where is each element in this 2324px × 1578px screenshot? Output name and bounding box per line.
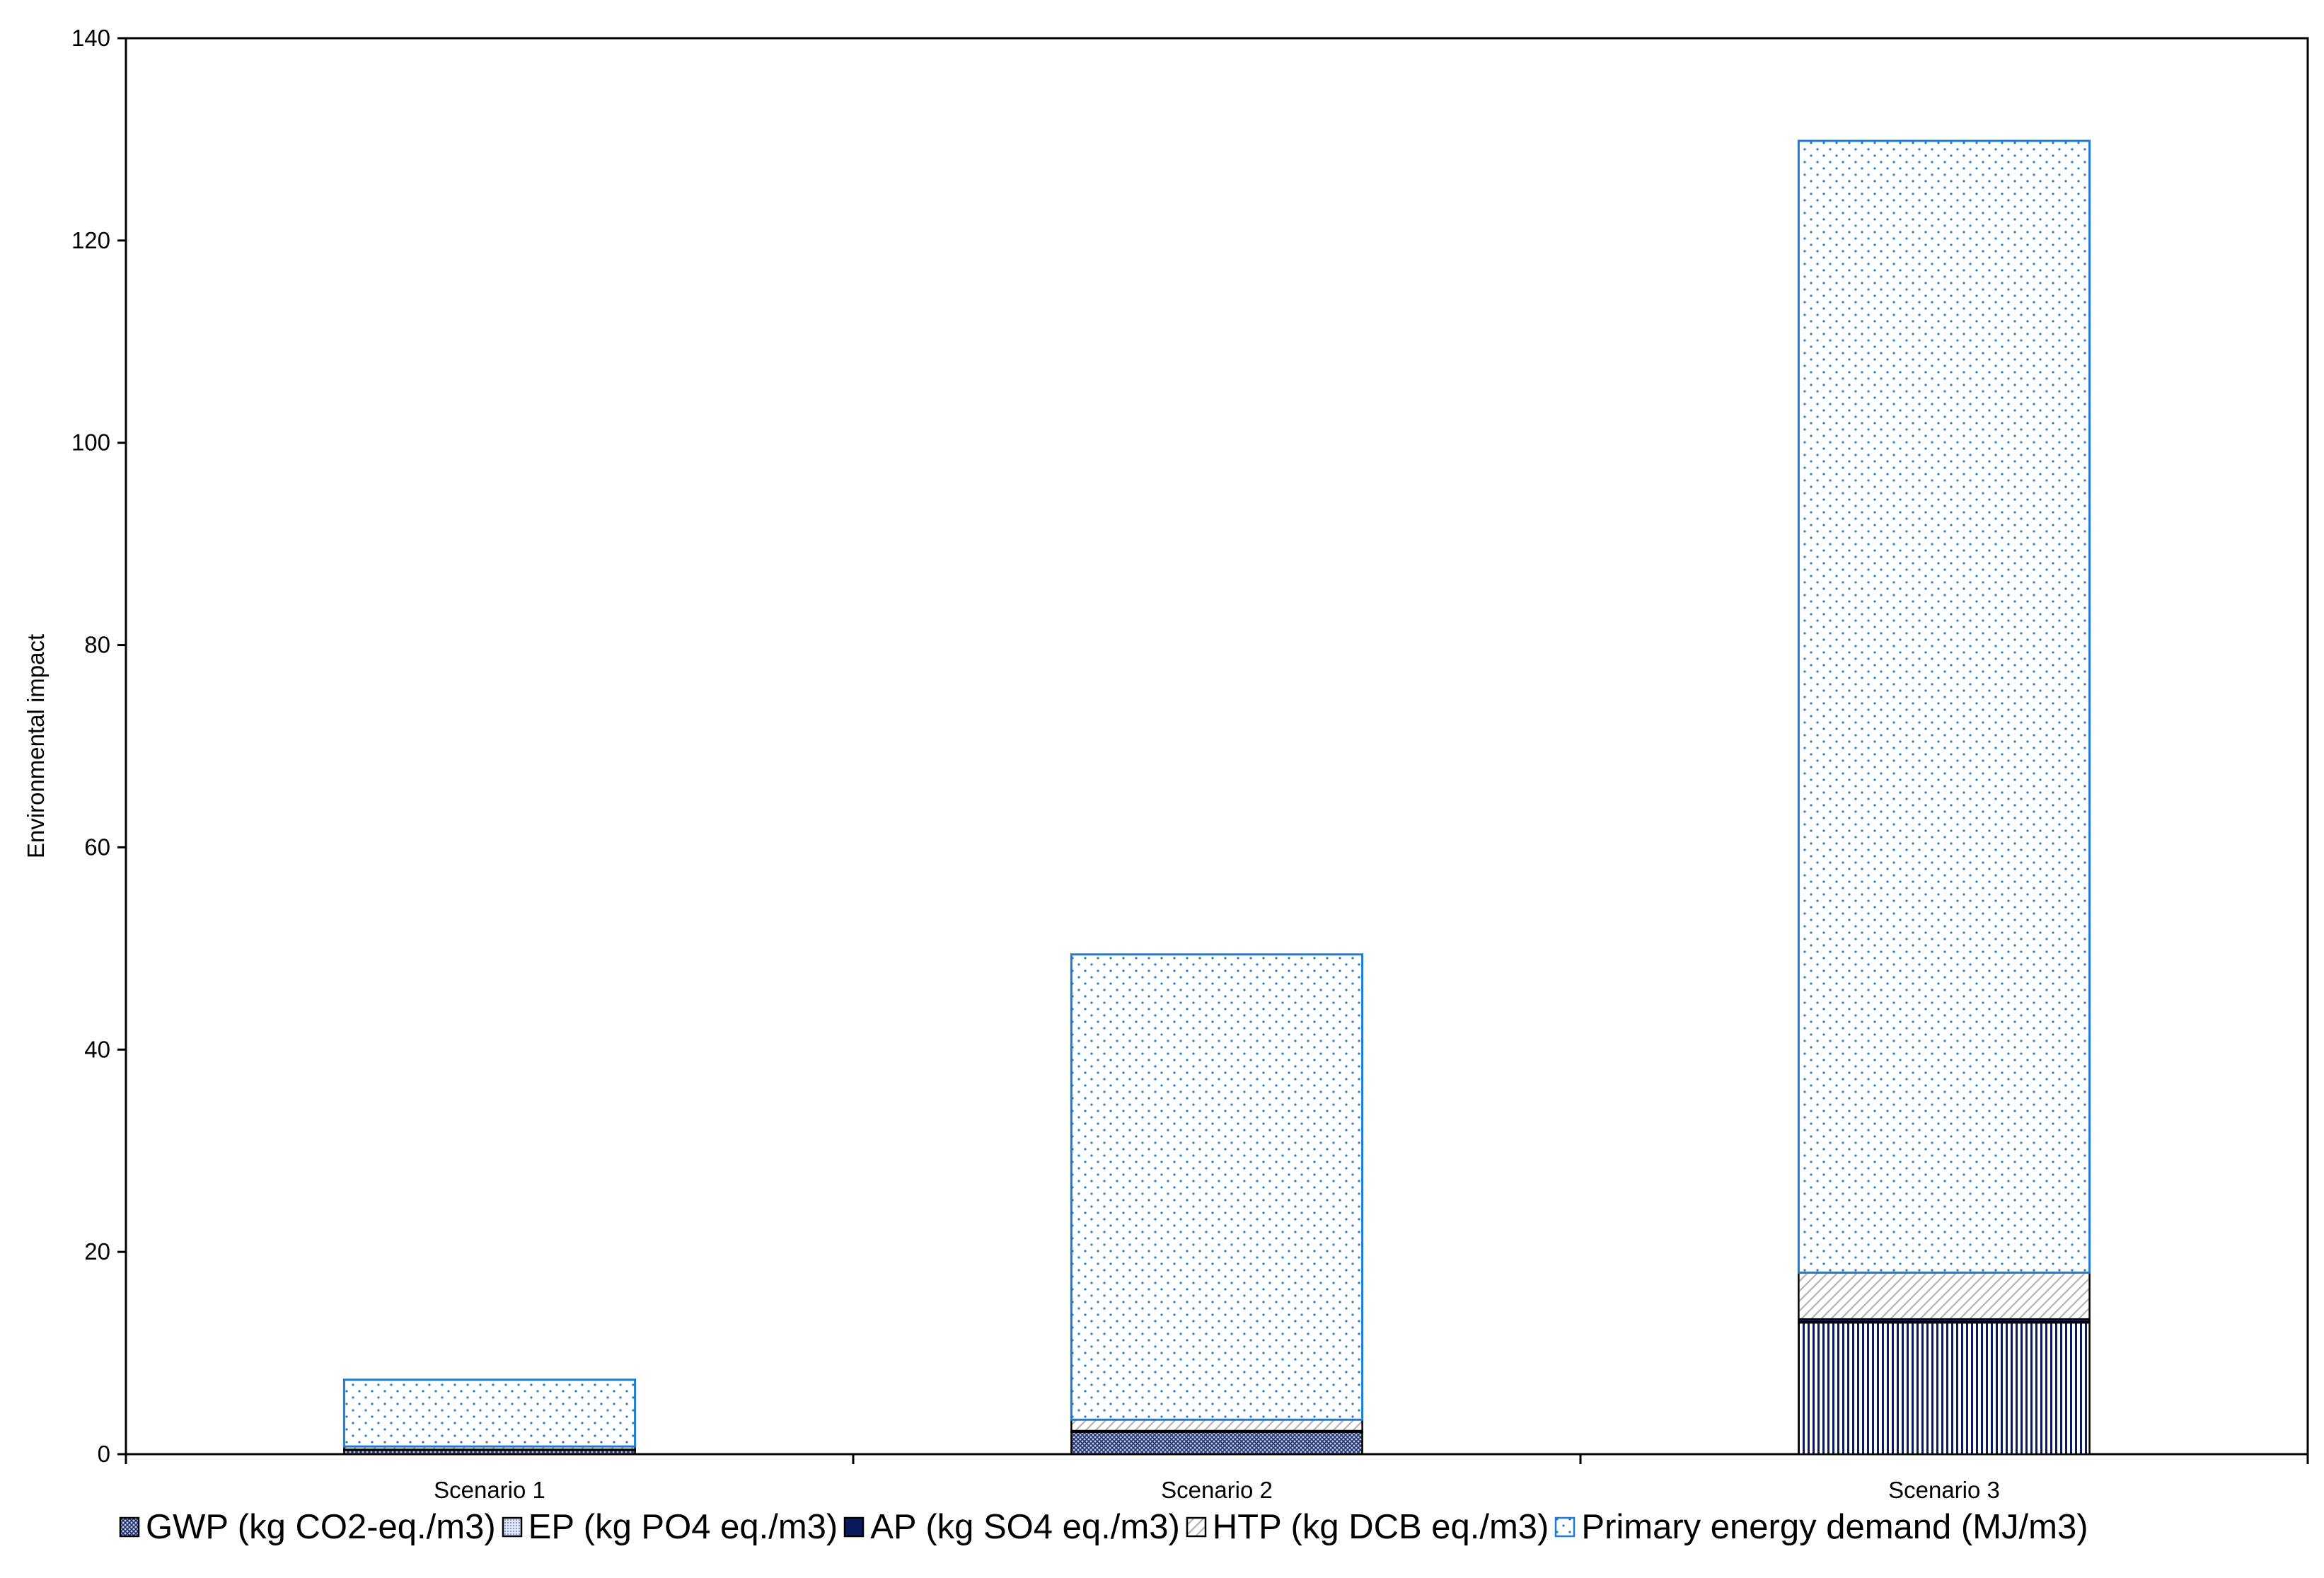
legend-label: HTP (kg DCB eq./m3)	[1212, 1508, 1549, 1546]
bar-2-series-1	[1070, 1431, 1363, 1456]
legend-label: Primary energy demand (MJ/m3)	[1581, 1508, 2088, 1546]
x-category-label: Scenario 1	[434, 1477, 545, 1500]
bar-3-series-5	[1797, 139, 2091, 1274]
y-tick-label: 100	[71, 430, 110, 456]
y-tick-label: 80	[84, 632, 110, 658]
y-tick-label: 140	[71, 25, 110, 51]
y-tick-label: 20	[84, 1238, 110, 1265]
legend: GWP (kg CO2-eq./m3) EP (kg PO4 eq./m3) AP …	[119, 1507, 2094, 1547]
chart: 0 20 40 60 80 100 120 140 Environmental impact Sc…	[23, 25, 2309, 1500]
legend-item: HTP (kg DCB eq./m3)	[1186, 1507, 1549, 1547]
bar-3-series-4	[1798, 1272, 2091, 1320]
x-category-label: Scenario 2	[1161, 1477, 1273, 1500]
plot-area: 0 20 40 60 80 100 120 140 Environmental impact Sc…	[23, 25, 2309, 1500]
y-axis-title: Environmental impact	[23, 634, 49, 858]
legend-swatch	[119, 1516, 140, 1538]
y-tick-label: 40	[84, 1036, 110, 1062]
y-tick-label: 0	[98, 1441, 110, 1467]
legend-label: GWP (kg CO2-eq./m3)	[146, 1508, 496, 1546]
legend-swatch	[1186, 1516, 1207, 1538]
legend-item: GWP (kg CO2-eq./m3)	[119, 1507, 496, 1547]
legend-swatch	[502, 1516, 522, 1538]
legend-label: EP (kg PO4 eq./m3)	[528, 1508, 838, 1546]
legend-item: Primary energy demand (MJ/m3)	[1554, 1507, 2088, 1547]
y-tick-label: 60	[84, 834, 110, 860]
y-tick-label: 120	[71, 227, 110, 253]
legend-swatch	[843, 1516, 865, 1538]
bar-1-series-5	[342, 1378, 637, 1448]
bar-3-series-1	[1798, 1321, 2091, 1456]
legend-label: AP (kg SO4 eq./m3)	[870, 1508, 1180, 1546]
bar-2-series-4	[1070, 1419, 1363, 1432]
bar-2-series-5	[1070, 953, 1364, 1421]
x-category-label: Scenario 3	[1888, 1477, 2000, 1500]
legend-item: EP (kg PO4 eq./m3)	[502, 1507, 838, 1547]
legend-item: AP (kg SO4 eq./m3)	[843, 1507, 1180, 1547]
legend-swatch	[1555, 1516, 1576, 1538]
